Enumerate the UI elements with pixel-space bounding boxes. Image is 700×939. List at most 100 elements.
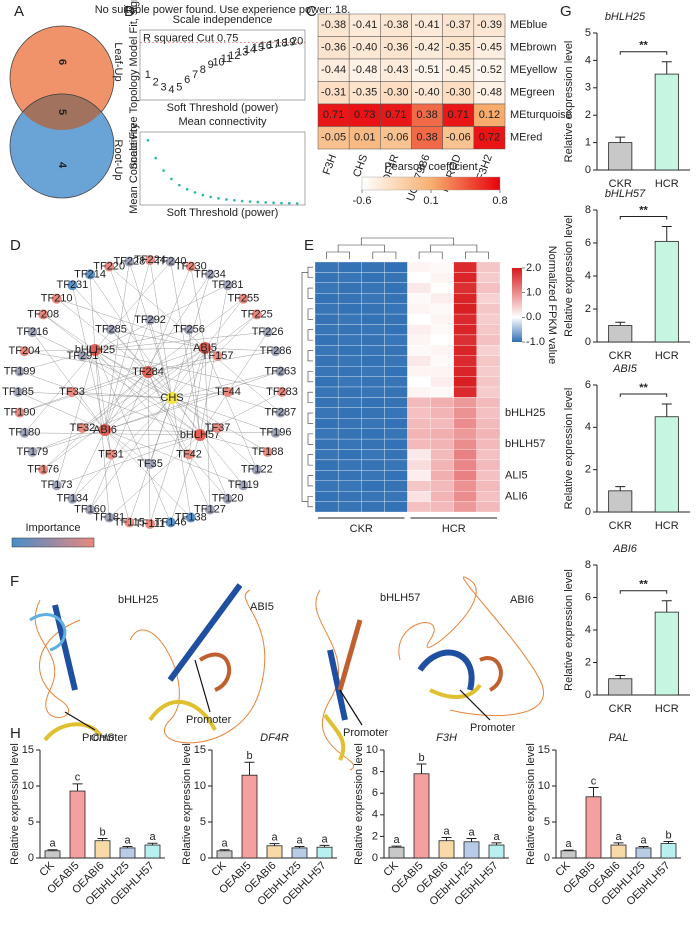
error-bar: [615, 321, 626, 326]
x-tick-label: CKR: [609, 178, 632, 190]
panel-label: G: [560, 3, 572, 20]
error-bar: [269, 843, 280, 846]
error-bar: [441, 836, 452, 841]
edge: [147, 355, 218, 373]
heatmap-cell: [476, 428, 501, 440]
edge: [56, 298, 206, 349]
edge: [129, 261, 173, 399]
point: [185, 188, 189, 191]
network-node: [212, 423, 223, 433]
point: [295, 202, 299, 205]
heatmap-cell: [407, 470, 431, 481]
cell-label: 0.38: [416, 132, 437, 144]
structure-name: bHLH57: [380, 592, 420, 604]
heatmap-cell: [337, 334, 362, 346]
bar: [654, 611, 679, 696]
y-tick-label: 8: [372, 766, 378, 778]
significance-letter: a: [565, 838, 572, 850]
cell-label: 0.12: [479, 109, 500, 121]
edge: [43, 371, 149, 470]
network-node: [275, 366, 286, 377]
heatmap-cell: [337, 282, 362, 294]
y-tick-label: 0: [372, 852, 378, 864]
edge: [104, 429, 191, 518]
dendro-branch: [307, 287, 313, 299]
colorbar-tick-label: 2.0: [526, 262, 541, 274]
significance-mark: **: [639, 40, 648, 52]
x-tick-label: CKR: [609, 350, 632, 362]
heatmap-cell: [337, 313, 362, 325]
point: [162, 169, 165, 172]
heatmap-cell: [361, 282, 385, 294]
node-label: TF224: [134, 254, 166, 266]
x-tick-label: HCR: [655, 520, 679, 532]
significance-letter: b: [246, 750, 252, 762]
heatmap-cell: [453, 386, 478, 398]
node-label: TF226: [252, 326, 284, 338]
edge: [24, 351, 149, 373]
heatmap-cell: [476, 438, 501, 450]
dendro-branch: [307, 350, 313, 362]
cell-label: -0.31: [321, 87, 346, 99]
row-label: ALI6: [505, 490, 528, 502]
dendro-branch: [307, 329, 313, 341]
error-bar: [147, 842, 158, 846]
node-label: TF134: [57, 493, 89, 505]
y-axis-label: Relative expression level: [563, 388, 575, 510]
network-node: [99, 424, 111, 436]
heatmap-cell: [430, 366, 454, 377]
edge: [149, 347, 206, 525]
node-label: TF179: [16, 446, 48, 458]
node-label: TF122: [241, 463, 273, 475]
heatmap-cell: [453, 376, 478, 388]
heatmap-cell: [384, 376, 408, 388]
network-node: [212, 351, 223, 361]
node-label: TF286: [260, 345, 292, 357]
heatmap-cell: [361, 418, 385, 429]
network-node: [106, 449, 116, 460]
colorbar-tick-label: -0.6: [353, 195, 372, 207]
structure-coil: [315, 589, 355, 771]
cell-label: -0.37: [446, 19, 471, 31]
significance-mark: **: [639, 382, 648, 394]
dendro-branch: [326, 251, 350, 259]
network-node: [270, 427, 281, 438]
heatmap-cell: [337, 355, 362, 367]
network-node: [51, 293, 62, 304]
y-tick-label: 8: [585, 204, 591, 216]
arrow: [64, 711, 96, 731]
heatmap-cell: [476, 459, 501, 471]
significance-bracket: [619, 590, 668, 594]
heatmap-cell: [337, 407, 362, 419]
heatmap-cell: [384, 418, 408, 429]
node-label: TF199: [4, 365, 36, 377]
heatmap-cell: [407, 261, 431, 273]
node-label: TF44: [215, 386, 241, 398]
bar: [463, 841, 480, 859]
structure-coil: [129, 589, 266, 744]
edge: [94, 349, 228, 499]
chart-title: ABI6: [612, 543, 638, 555]
panel-label: D: [10, 237, 21, 254]
heatmap-cell: [361, 366, 385, 377]
edge: [109, 266, 149, 373]
heatmap-cell: [384, 261, 408, 273]
heatmap-cell: [407, 376, 431, 388]
heatmap-cell: [476, 397, 501, 408]
heatmap-cell: [476, 293, 501, 304]
point-label: 18: [275, 37, 287, 49]
heatmap-cell: [314, 355, 339, 367]
network-node: [124, 517, 135, 528]
heatmap-cell: [407, 282, 431, 294]
y-tick-label: 15: [22, 744, 34, 756]
dendro-branch: [418, 251, 443, 259]
heatmap-cell: [361, 501, 385, 513]
network-node: [89, 344, 101, 356]
heatmap-cell: [361, 324, 385, 336]
edge: [94, 261, 171, 351]
edge: [188, 329, 201, 436]
point: [287, 201, 291, 205]
y-tick-label: 0: [200, 852, 206, 864]
significance-letter: a: [296, 834, 303, 846]
colorbar-title: Pearson coefficient: [384, 161, 477, 173]
